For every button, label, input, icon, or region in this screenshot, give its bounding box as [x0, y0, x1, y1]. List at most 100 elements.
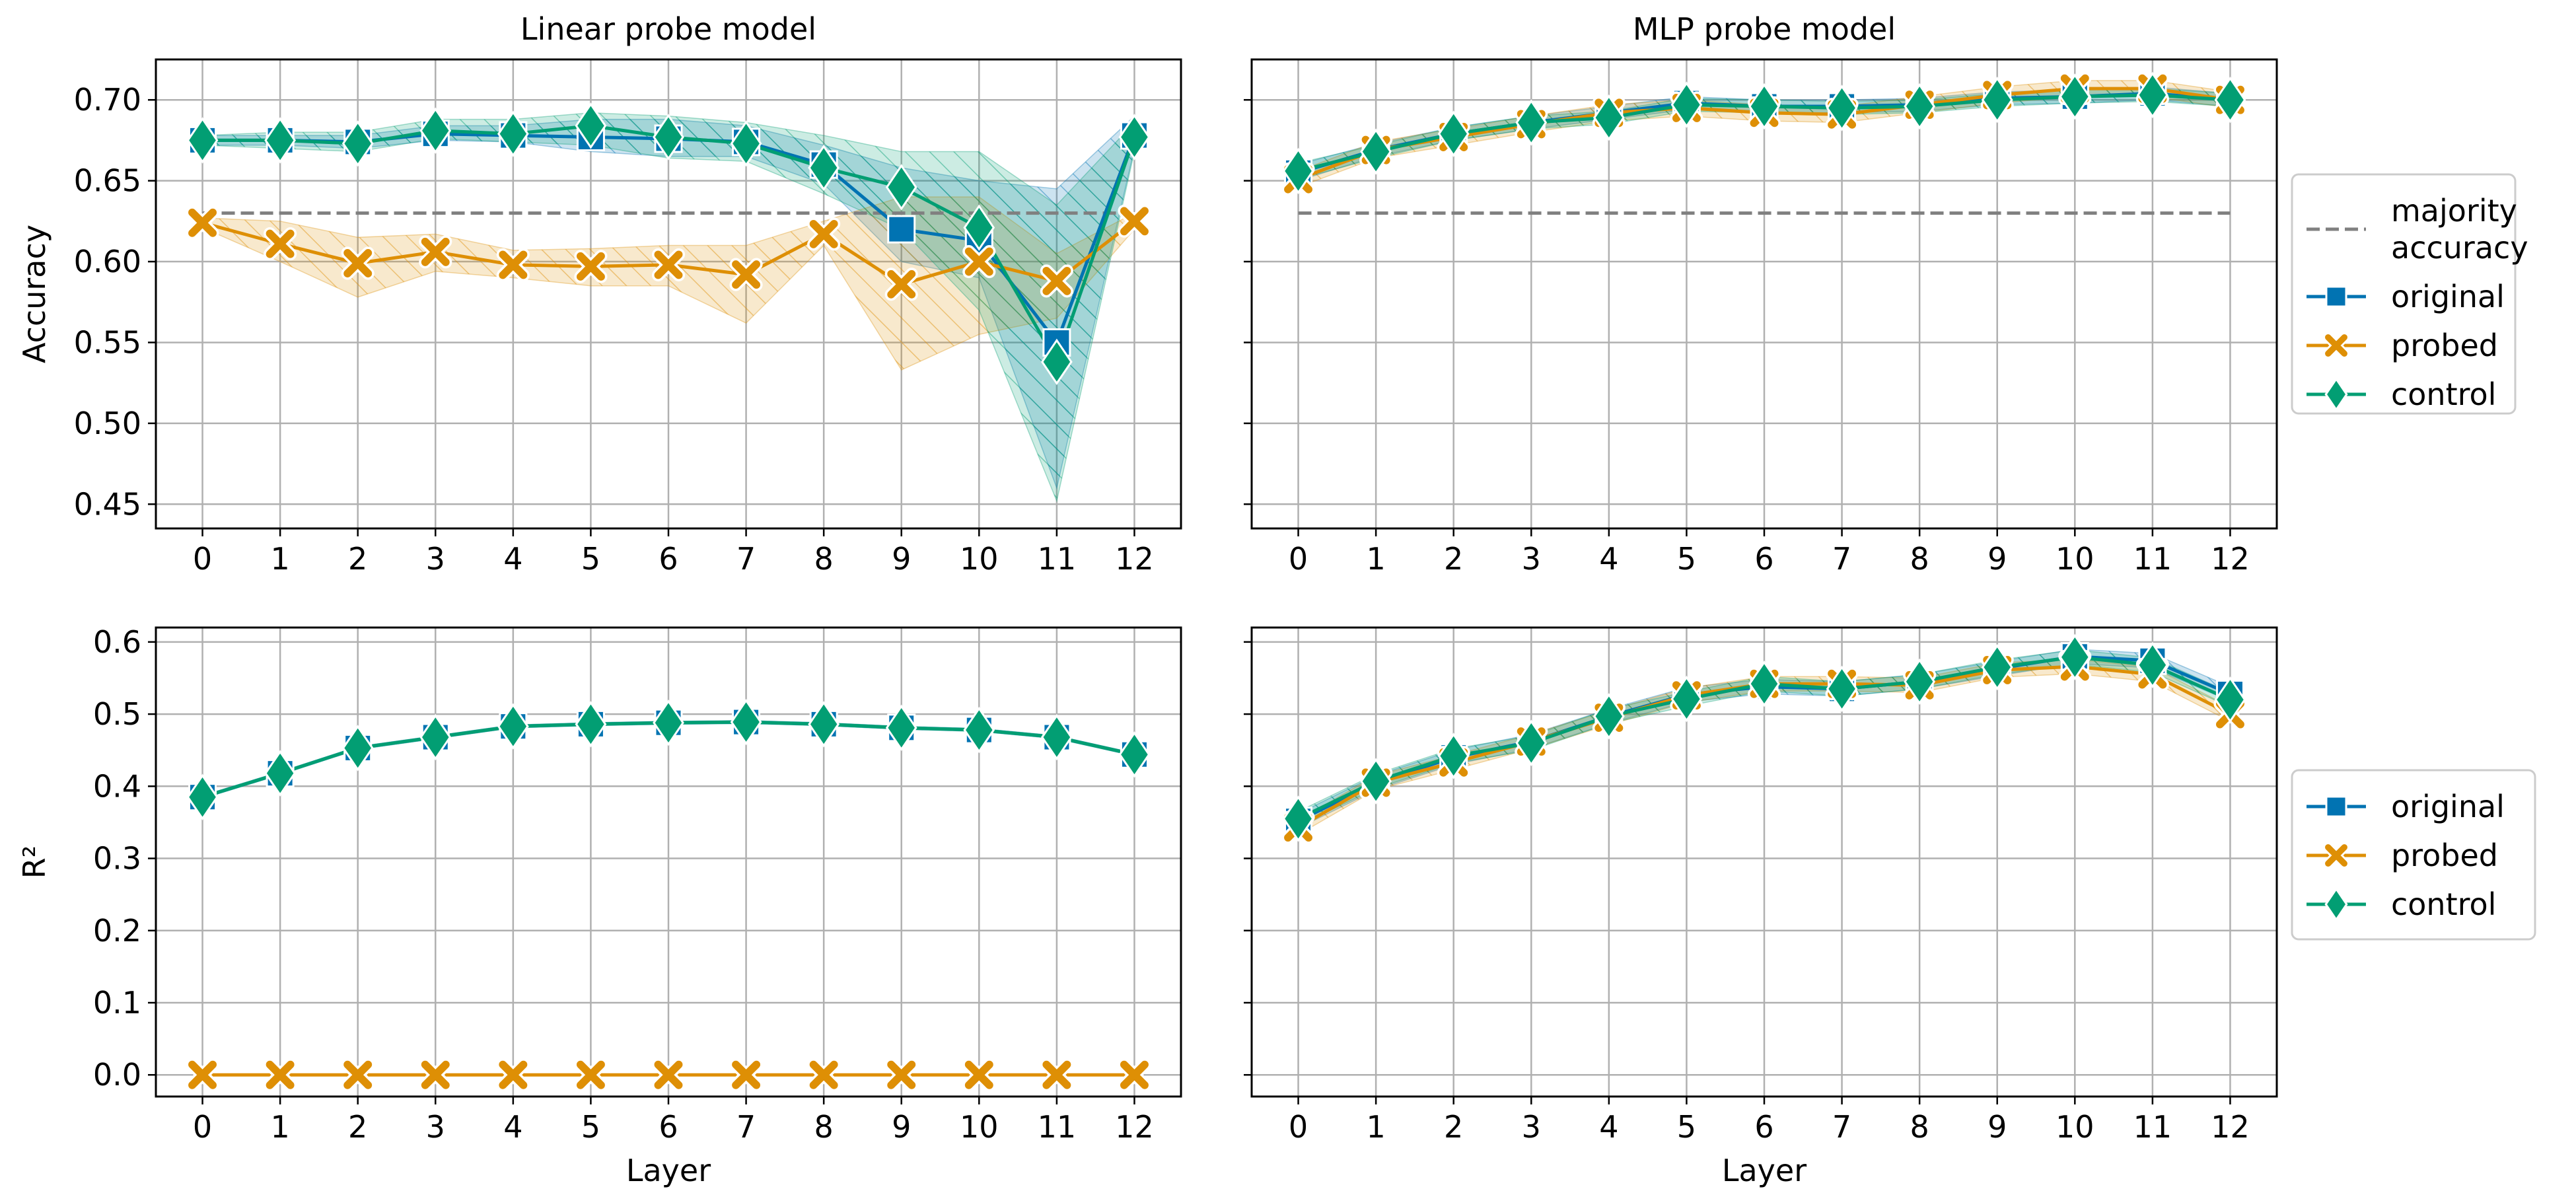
point-control: [264, 117, 296, 164]
point-control: [1981, 76, 2013, 124]
point-probed: [651, 1058, 686, 1092]
point-probed: [496, 1058, 530, 1092]
legends: majorityaccuracyoriginalprobedcontrolori…: [2291, 173, 2536, 941]
point-control: [1282, 795, 1314, 842]
legend-marker-control: [2324, 887, 2348, 921]
point-control: [730, 120, 762, 167]
point-probed: [1118, 1058, 1151, 1092]
x-tick-label: 5: [1677, 541, 1696, 577]
point-control: [1670, 675, 1703, 723]
x-tick-label: 6: [1754, 541, 1773, 577]
x-tick-label: 1: [270, 1109, 289, 1145]
x-tick-label: 12: [1115, 1109, 1154, 1145]
x-axis-label: Layer: [1722, 1153, 1807, 1188]
x-tick-label: 9: [1987, 541, 2007, 577]
point-probed: [729, 258, 763, 291]
point-control: [1826, 85, 1858, 131]
x-tick-label: 3: [1522, 1109, 1541, 1145]
x-tick-label: 11: [2133, 1109, 2172, 1145]
x-tick-label: 12: [2211, 1109, 2250, 1145]
point-control: [1041, 338, 1073, 386]
x-tick-label: 11: [1038, 541, 1077, 577]
point-probed: [884, 268, 918, 301]
x-tick-label: 10: [960, 541, 999, 577]
x-tick-label: 10: [960, 1109, 999, 1145]
x-tick-label: 0: [1289, 541, 1308, 577]
point-control: [1360, 758, 1392, 805]
point-control: [341, 120, 374, 167]
point-control: [2059, 73, 2091, 120]
point-control: [575, 701, 607, 748]
x-tick-label: 6: [659, 1109, 678, 1145]
y-axis-label: Accuracy: [17, 225, 52, 363]
point-probed: [264, 227, 297, 261]
x-tick-label: 2: [348, 541, 367, 577]
x-tick-label: 7: [736, 1109, 756, 1145]
point-probed: [574, 250, 608, 283]
legend-frame: [2291, 769, 2536, 941]
point-control: [1748, 660, 1780, 707]
point-control: [2137, 71, 2168, 119]
series-markers: [1281, 71, 2247, 196]
point-probed: [651, 248, 686, 282]
y-axis: [1244, 98, 1252, 505]
point-control: [885, 704, 917, 752]
point-control: [730, 698, 762, 746]
y-axis: [1244, 641, 1252, 1076]
legend-marker-probed: [2323, 842, 2349, 869]
point-control: [497, 110, 529, 157]
point-probed: [264, 1058, 297, 1092]
x-tick-label: 3: [1522, 541, 1541, 577]
x-tick-label: 10: [2056, 1109, 2094, 1145]
point-control: [653, 114, 684, 161]
x-tick-label: 0: [1289, 1109, 1308, 1145]
y-tick-label: 0.2: [93, 913, 141, 949]
point-probed: [419, 235, 452, 269]
point-control: [497, 703, 529, 750]
legend-label-probed: probed: [2391, 838, 2498, 873]
legend-label-majority: accuracy: [2391, 230, 2528, 266]
point-control: [1282, 147, 1314, 195]
point-control: [808, 144, 840, 192]
x-tick-label: 12: [1115, 541, 1154, 577]
point-control: [1826, 665, 1858, 713]
legend-label-control: control: [2391, 377, 2496, 412]
x-tick-label: 2: [1444, 541, 1463, 577]
x-tick-label: 7: [736, 541, 756, 577]
point-probed: [574, 1058, 608, 1092]
legend-marker-original: [2325, 795, 2347, 818]
x-tick-label: 5: [581, 1109, 600, 1145]
point-control: [186, 774, 219, 820]
x-tick-label: 8: [814, 541, 834, 577]
point-probed: [807, 1058, 841, 1092]
point-probed: [419, 1058, 452, 1092]
grid: [156, 628, 1181, 1097]
y-tick-label: 0.6: [93, 624, 141, 660]
panel-acc-linear: 0 1 2 3 4 5 6 7 8 9 10 11 120.450.500.550.600.650.70…: [17, 11, 1182, 577]
y-axis: 0.0 0.1 0.2 0.3 0.4 0.5 0.6: [93, 624, 156, 1093]
y-axis: 0.45 0.50 0.55 0.60 0.65 0.70: [74, 82, 156, 522]
x-tick-label: 12: [2211, 541, 2250, 577]
x-tick-label: 10: [2056, 541, 2094, 577]
x-axis: 0 1 2 3 4 5 6 7 8 9 10 11 12: [193, 528, 1154, 577]
point-control: [419, 107, 452, 154]
x-tick-label: 3: [426, 1109, 445, 1145]
x-tick-label: 5: [1677, 1109, 1696, 1145]
point-probed: [1040, 1058, 1073, 1092]
point-control: [963, 204, 995, 251]
legend-bottom: original probed control: [2291, 769, 2536, 941]
point-control: [1515, 719, 1548, 766]
point-control: [1118, 114, 1151, 161]
point-probed: [341, 1058, 375, 1092]
point-control: [885, 164, 917, 211]
x-tick-label: 4: [503, 541, 522, 577]
x-tick-label: 0: [193, 541, 212, 577]
point-control: [1904, 658, 1936, 705]
y-tick-label: 0.65: [74, 163, 141, 199]
point-probed: [807, 217, 841, 251]
point-control: [963, 706, 995, 754]
point-control: [1437, 110, 1470, 157]
y-tick-label: 0.50: [74, 406, 141, 441]
point-control: [2214, 76, 2246, 124]
